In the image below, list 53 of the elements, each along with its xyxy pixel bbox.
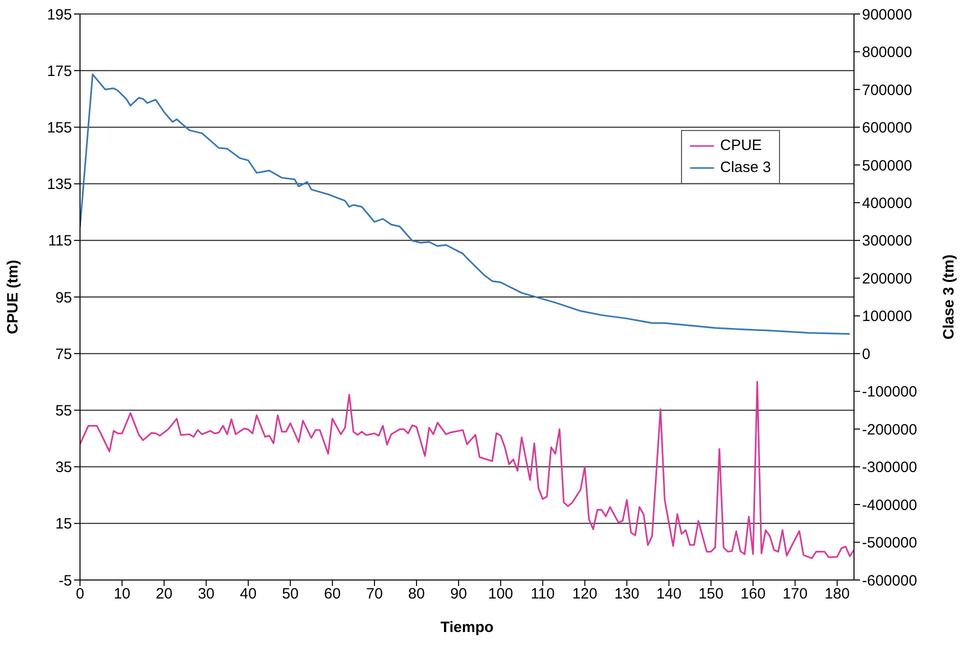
y-tick-label: 155 — [46, 120, 72, 137]
y-tick-label: 135 — [46, 176, 72, 194]
y2-tick-label: 500000 — [862, 157, 912, 174]
x-tick-label: 70 — [366, 586, 383, 603]
y2-tick-label: -200000 — [862, 421, 918, 438]
y2-tick-label: 900000 — [862, 6, 912, 24]
x-tick-label: 170 — [782, 586, 808, 603]
y-tick-label: -5 — [58, 572, 72, 590]
y2-tick-label: 200000 — [862, 270, 912, 288]
x-tick-label: 80 — [408, 586, 425, 603]
y2-tick-label: 0 — [862, 346, 870, 363]
y2-tick-label: -400000 — [862, 496, 918, 514]
y-tick-label: 15 — [55, 516, 72, 533]
x-tick-label: 110 — [530, 586, 555, 603]
y-tick-label: 95 — [55, 289, 72, 306]
y2-tick-label: 100000 — [862, 308, 912, 326]
x-tick-label: 150 — [698, 586, 724, 603]
y2-tick-label: 400000 — [862, 194, 912, 212]
legend-label: Clase 3 — [720, 158, 771, 178]
x-tick-label: 30 — [198, 586, 215, 603]
y2-tick-label: -300000 — [862, 459, 918, 476]
y-tick-label: 175 — [46, 62, 72, 80]
y-axis-title: CPUE (tm) — [4, 260, 22, 334]
x-tick-label: 140 — [656, 586, 682, 603]
x-tick-label: 90 — [450, 586, 467, 603]
x-tick-label: 130 — [614, 586, 640, 603]
x-tick-label: 20 — [156, 586, 172, 603]
x-tick-label: 160 — [740, 586, 766, 603]
line-series — [80, 74, 851, 335]
x-axis-title: Tiempo — [440, 619, 494, 636]
x-tick-label: 100 — [488, 586, 514, 603]
y-tick-label: 195 — [46, 6, 72, 24]
x-tick-label: 0 — [76, 586, 84, 603]
x-tick-label: 180 — [824, 586, 850, 603]
y2-tick-label: 700000 — [862, 82, 912, 99]
x-tick-label: 60 — [324, 586, 341, 603]
x-tick-label: 10 — [114, 586, 130, 603]
y2-tick-label: 300000 — [862, 232, 912, 250]
y2-tick-label: -600000 — [862, 572, 918, 590]
y2-axis-title: Clase 3 (tm) — [940, 254, 958, 340]
y-tick-label: 35 — [55, 459, 72, 476]
y2-tick-label: -100000 — [862, 384, 918, 401]
y2-tick-label: -500000 — [862, 534, 918, 552]
y2-tick-label: 600000 — [862, 120, 912, 137]
y-tick-label: 55 — [55, 402, 72, 420]
x-tick-label: 120 — [572, 586, 598, 603]
x-tick-label: 50 — [282, 586, 299, 603]
y2-tick-label: 800000 — [862, 44, 912, 62]
y-tick-label: 115 — [48, 232, 72, 250]
x-tick-label: 40 — [240, 586, 257, 603]
legend-label: CPUE — [720, 136, 762, 156]
line-series — [80, 380, 854, 560]
y-tick-label: 75 — [55, 346, 72, 363]
